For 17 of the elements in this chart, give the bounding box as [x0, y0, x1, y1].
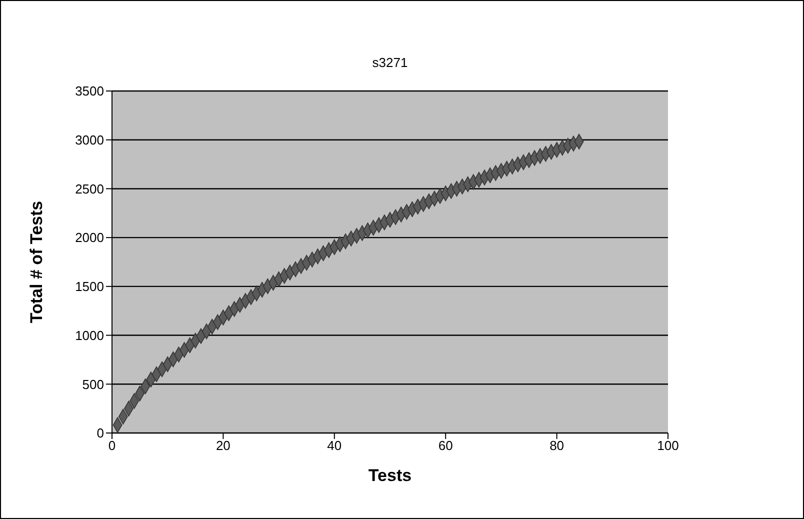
y-tick-label: 2000 — [75, 230, 104, 246]
y-tick-label: 500 — [82, 376, 104, 392]
x-tick-label: 40 — [327, 438, 342, 454]
y-axis-title: Total # of Tests — [27, 200, 46, 324]
x-tick-label: 20 — [216, 438, 230, 454]
y-tick-label: 3500 — [75, 84, 104, 99]
y-tick-label: 1000 — [75, 328, 104, 343]
y-tick-label: 2500 — [75, 181, 104, 196]
x-tick-label: 80 — [550, 438, 564, 454]
x-tick-label: 100 — [657, 438, 679, 454]
y-tick-label: 1500 — [75, 279, 104, 294]
x-tick-label: 0 — [108, 438, 116, 454]
y-tick-label: 0 — [96, 426, 104, 441]
x-axis-title: Tests — [368, 466, 412, 485]
chart-title: s3271 — [371, 55, 409, 70]
y-tick-label: 3000 — [75, 132, 104, 148]
x-tick-label: 60 — [438, 438, 453, 454]
